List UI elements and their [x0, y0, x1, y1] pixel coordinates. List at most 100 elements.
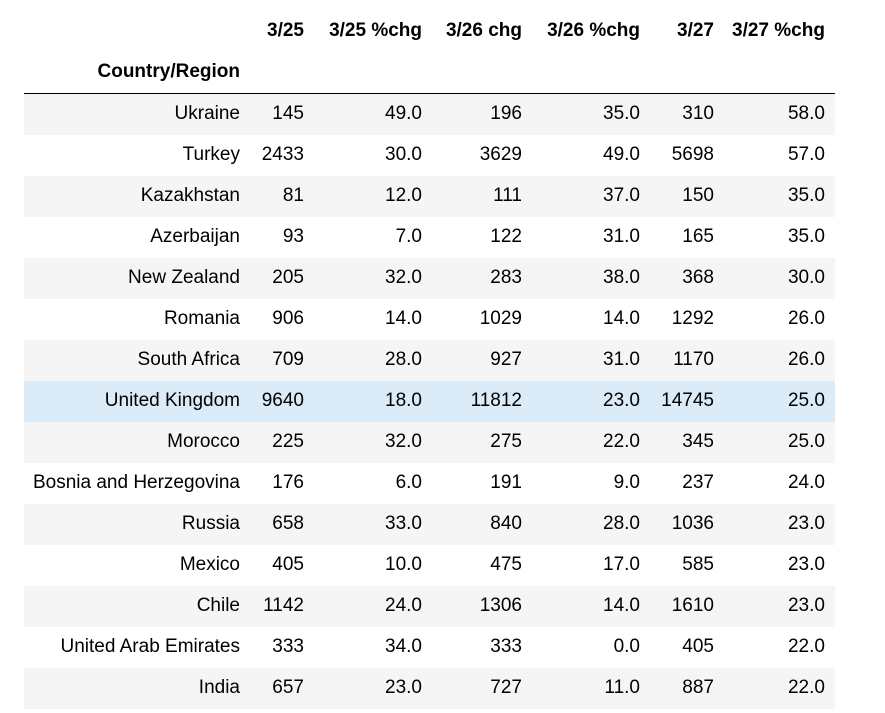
table-cell: 345	[682, 431, 714, 452]
table-cell: 33.0	[385, 513, 422, 534]
table-cell: 31.0	[603, 226, 640, 247]
table-cell: 25.0	[787, 431, 825, 452]
table-cell: 24.0	[385, 595, 422, 616]
table-cell: 10.0	[385, 554, 422, 575]
table-cell: 191	[490, 472, 522, 493]
table-cell: 225	[272, 431, 304, 452]
table-cell: 9640	[261, 390, 304, 411]
table-cell: 12.0	[385, 185, 422, 206]
table-cell: 81	[282, 185, 304, 206]
table-cell: 196	[490, 103, 522, 125]
table-cell: 22.0	[787, 636, 825, 657]
table-cell: 18.0	[385, 390, 422, 411]
blank-header-cell	[650, 51, 724, 94]
blank-header-cell	[314, 51, 432, 94]
column-header: 3/27 %chg	[732, 19, 825, 41]
row-index-label: Russia	[181, 513, 240, 534]
row-index-label: India	[198, 677, 240, 698]
table-cell: 25.0	[787, 390, 825, 411]
table-row[interactable]: Chile 1142 24.0 1306 14.0 1610 23.0	[24, 585, 835, 627]
table-cell: 927	[490, 349, 522, 370]
table-cell: 38.0	[603, 267, 640, 288]
table-row[interactable]: United Kingdom 9640 18.0 11812 23.0 14745 25.0	[24, 380, 835, 422]
table-row[interactable]: Turkey 2433 30.0 3629 49.0 5698 57.0	[24, 135, 835, 176]
table-row[interactable]: Mexico 405 10.0 475 17.0 585 23.0	[24, 545, 835, 586]
table-cell: 405	[272, 554, 304, 575]
table-cell: 150	[682, 185, 714, 206]
table-cell: 35.0	[787, 185, 825, 206]
table-cell: 28.0	[385, 349, 422, 370]
table-row[interactable]: Morocco 225 32.0 275 22.0 345 25.0	[24, 421, 835, 463]
row-index-label: Turkey	[182, 144, 240, 165]
table-cell: 35.0	[603, 103, 640, 125]
table-cell: 368	[682, 267, 714, 288]
blank-header-cell	[250, 51, 314, 94]
table-row[interactable]: India 657 23.0 727 11.0 887 22.0	[24, 667, 835, 709]
table-cell: 23.0	[787, 595, 825, 616]
index-name-header: Country/Region	[24, 51, 250, 94]
table-cell: 310	[682, 103, 714, 125]
table-cell: 93	[282, 226, 304, 247]
table-cell: 9.0	[613, 472, 640, 493]
column-header: 3/27	[677, 19, 714, 41]
column-header-row: 3/25 3/25 %chg 3/26 chg 3/26 %chg 3/27 3…	[24, 10, 835, 51]
table-cell: 283	[490, 267, 522, 288]
column-header: 3/25 %chg	[329, 19, 422, 41]
row-index-label: Bosnia and Herzegovina	[32, 472, 240, 493]
table-row[interactable]: United Arab Emirates 333 34.0 333 0.0 405 22.0	[24, 627, 835, 668]
table-cell: 1036	[671, 513, 714, 534]
table-cell: 1142	[263, 595, 304, 616]
table-row[interactable]: South Africa 709 28.0 927 31.0 1170 26.0	[24, 339, 835, 381]
blank-header-cell	[532, 51, 650, 94]
table-cell: 2433	[261, 144, 304, 165]
table-cell: 405	[682, 636, 714, 657]
table-cell: 35.0	[787, 226, 825, 247]
table-cell: 22.0	[787, 677, 825, 698]
table-cell: 23.0	[603, 390, 640, 411]
table-cell: 237	[682, 472, 714, 493]
table-cell: 58.0	[787, 103, 825, 125]
table-row[interactable]: New Zealand 205 32.0 283 38.0 368 30.0	[24, 257, 835, 299]
table-cell: 122	[490, 226, 522, 247]
table-row[interactable]: Romania 906 14.0 1029 14.0 1292 26.0	[24, 299, 835, 340]
blank-header-cell	[432, 51, 532, 94]
table-cell: 11812	[470, 390, 522, 411]
table-cell: 165	[682, 226, 714, 247]
table-cell: 906	[272, 308, 304, 329]
table-row[interactable]: Kazakhstan 81 12.0 111 37.0 150 35.0	[24, 175, 835, 217]
table-cell: 23.0	[787, 513, 825, 534]
table-cell: 14745	[661, 390, 714, 411]
table-row[interactable]: Russia 658 33.0 840 28.0 1036 23.0	[24, 503, 835, 545]
table-row[interactable]: Ukraine 145 49.0 196 35.0 310 58.0	[24, 93, 835, 135]
table-cell: 658	[272, 513, 304, 534]
table-cell: 17.0	[603, 554, 640, 575]
row-index-label: New Zealand	[128, 267, 240, 288]
table-cell: 475	[490, 554, 522, 575]
table-cell: 176	[272, 472, 304, 493]
table-row[interactable]: Azerbaijan 93 7.0 122 31.0 165 35.0	[24, 217, 835, 258]
blank-corner-cell	[24, 10, 250, 51]
table-cell: 28.0	[603, 513, 640, 534]
column-header: 3/26 chg	[445, 19, 522, 41]
table-row[interactable]: Bosnia and Herzegovina 176 6.0 191 9.0 237 24.…	[24, 463, 835, 504]
table-cell: 333	[490, 636, 522, 657]
table-cell: 14.0	[603, 595, 640, 616]
row-index-label: Ukraine	[174, 103, 240, 125]
row-index-label: Morocco	[167, 431, 240, 452]
table-cell: 11.0	[604, 677, 640, 698]
table-cell: 1306	[479, 595, 522, 616]
table-cell: 24.0	[787, 472, 825, 493]
table-body: Ukraine 145 49.0 196 35.0 310 58.0 Turkey 2433 30…	[24, 93, 835, 709]
table-cell: 1610	[671, 595, 714, 616]
table-cell: 333	[272, 636, 304, 657]
table-cell: 37.0	[603, 185, 640, 206]
column-header: 3/26 %chg	[547, 19, 640, 41]
table-cell: 7.0	[395, 226, 422, 247]
table-cell: 887	[682, 677, 714, 698]
row-index-label: Romania	[163, 308, 240, 329]
table-cell: 22.0	[603, 431, 640, 452]
table-cell: 709	[272, 349, 304, 370]
table-cell: 23.0	[385, 677, 422, 698]
column-header: 3/25	[267, 19, 304, 41]
